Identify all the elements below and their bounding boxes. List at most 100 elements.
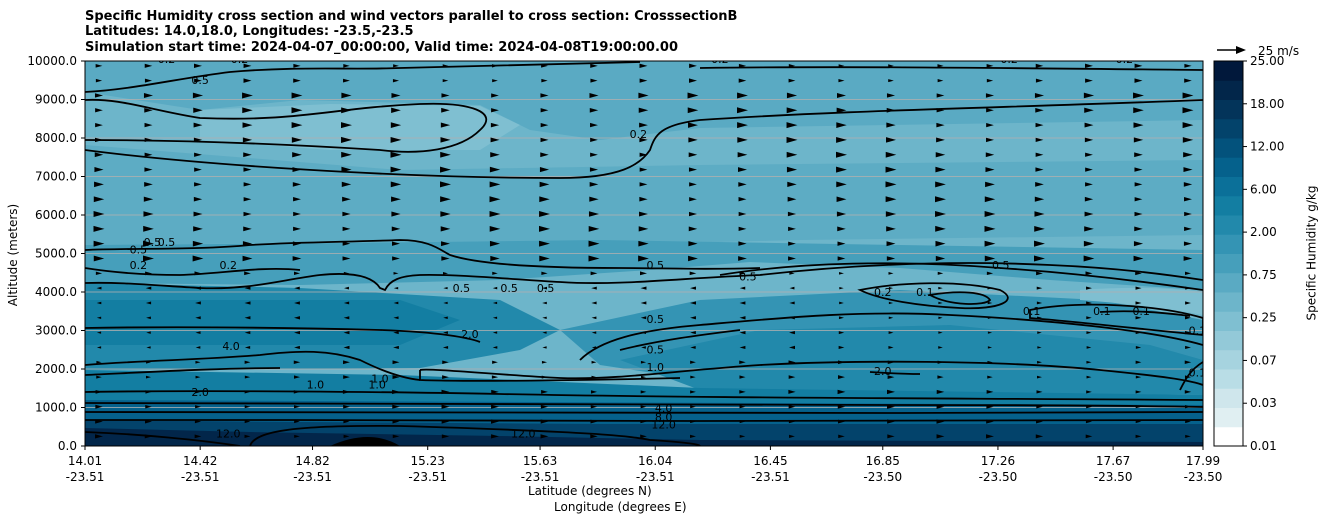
wind-vector <box>539 240 550 247</box>
wind-vector <box>640 434 647 439</box>
wind-vector <box>588 225 600 232</box>
wind-vector <box>195 390 201 394</box>
wind-vector <box>195 331 201 335</box>
colorbar-band <box>1214 80 1243 100</box>
wind-vector <box>195 360 201 364</box>
wind-vector <box>690 316 696 320</box>
wind-vector <box>244 419 251 424</box>
wind-vector <box>739 405 746 409</box>
wind-vector <box>984 225 996 232</box>
wind-vector <box>343 64 350 68</box>
wind-vector <box>935 255 946 262</box>
wind-vector <box>640 316 647 320</box>
wind-vector <box>391 211 401 217</box>
wind-vector <box>591 331 597 334</box>
wind-vector <box>440 196 451 203</box>
wind-vector <box>738 63 747 68</box>
wind-vector <box>392 389 400 395</box>
wind-vector <box>542 286 547 290</box>
colorbar-tick-label: 0.75 <box>1250 268 1277 282</box>
wind-vector <box>341 181 352 187</box>
y-tick-label: 6000.0 <box>35 208 77 222</box>
wind-vector <box>788 241 796 246</box>
wind-vector <box>343 330 350 335</box>
wind-vector <box>391 107 401 113</box>
wind-vector <box>542 301 547 305</box>
wind-vector <box>739 330 746 335</box>
contour-label: 12.0 <box>651 419 676 432</box>
wind-vector <box>143 225 154 232</box>
wind-vector <box>640 301 647 305</box>
wind-vector <box>987 331 993 334</box>
wind-vector <box>888 301 894 305</box>
wind-vector <box>195 405 201 409</box>
wind-vector <box>638 226 649 232</box>
y-tick-label: 5000.0 <box>35 247 77 261</box>
colorbar-frame <box>1213 60 1244 447</box>
contour-label: 0.2 <box>158 53 176 66</box>
wind-vector <box>292 167 302 173</box>
wind-vector <box>887 375 895 379</box>
wind-vector <box>687 107 699 114</box>
wind-vector <box>1184 78 1192 83</box>
wind-vector <box>1185 316 1191 320</box>
wind-vector <box>689 271 697 276</box>
wind-vector <box>839 271 844 275</box>
wind-vector <box>193 211 203 217</box>
x-tick-label-lon: -23.51 <box>521 470 560 484</box>
y-tick-label: 2000.0 <box>35 362 77 376</box>
wind-vector <box>935 225 946 232</box>
wind-vector <box>96 316 102 319</box>
contour-label: 0.5 <box>500 282 518 295</box>
wind-vector <box>1036 271 1043 276</box>
wind-vector <box>490 122 500 128</box>
wind-vector <box>588 211 600 217</box>
wind-vector <box>491 404 499 409</box>
wind-vector <box>442 375 449 379</box>
wind-vector <box>1035 137 1044 143</box>
wind-vector <box>491 93 499 98</box>
wind-vector <box>341 92 352 99</box>
wind-vector <box>986 137 994 143</box>
wind-vector <box>885 151 897 158</box>
wind-vector <box>640 286 647 290</box>
wind-vector <box>1083 240 1095 247</box>
wind-vector <box>342 211 351 217</box>
wind-vector <box>1134 78 1143 83</box>
x-axis: 14.01 -23.51 14.42 -23.51 14.82 -23.51 15.23 -2… <box>66 446 1222 484</box>
wind-vector <box>441 256 450 261</box>
wind-vector <box>440 166 451 173</box>
wind-vector <box>786 166 798 173</box>
wind-vector <box>392 360 400 365</box>
wind-vector <box>343 360 350 365</box>
wind-vector <box>343 271 350 275</box>
wind-vector <box>391 196 401 202</box>
x-tick-label-lat: 17.26 <box>981 454 1015 468</box>
wind-vector <box>194 419 202 424</box>
wind-vector <box>690 419 696 424</box>
wind-vector <box>242 241 253 247</box>
wind-vector <box>292 152 302 158</box>
wind-vector <box>143 240 154 247</box>
wind-vector <box>887 419 895 424</box>
wind-vector <box>787 181 797 187</box>
wind-vector <box>1035 107 1044 113</box>
wind-vector <box>739 316 746 320</box>
wind-vector <box>985 152 995 158</box>
wind-vector <box>393 345 399 350</box>
wind-vector <box>492 316 498 319</box>
wind-vector <box>243 152 252 158</box>
wind-vector <box>1134 211 1143 217</box>
wind-vector <box>393 331 399 335</box>
colorbar-tick-label: 0.25 <box>1250 311 1277 325</box>
wind-vector <box>739 419 746 424</box>
wind-vector <box>539 225 550 232</box>
wind-vector <box>639 211 648 217</box>
wind-vector <box>885 211 897 217</box>
colorbar-band <box>1214 99 1243 120</box>
wind-vector <box>145 286 152 290</box>
wind-vector <box>96 375 102 379</box>
wind-vector <box>1034 211 1045 217</box>
wind-vector <box>1134 152 1143 158</box>
wind-vector <box>390 181 402 188</box>
